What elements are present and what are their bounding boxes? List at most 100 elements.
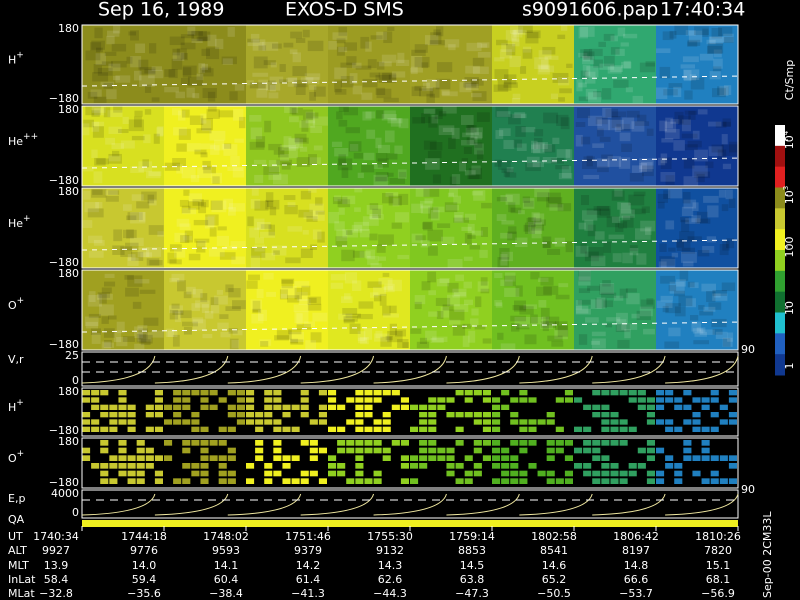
texture	[537, 64, 550, 75]
texture	[201, 304, 209, 313]
texture	[530, 314, 538, 324]
texture	[247, 216, 254, 227]
spectrogram-cell	[318, 447, 327, 454]
spectrogram-cell	[719, 404, 728, 410]
panel-label: E,p	[8, 492, 25, 505]
texture	[168, 69, 178, 79]
texture	[620, 202, 632, 214]
texture	[494, 57, 505, 62]
texture	[277, 147, 289, 158]
spectrogram-cell	[419, 412, 428, 418]
texture	[596, 128, 604, 137]
spectrogram-cell	[227, 426, 236, 432]
texture	[83, 119, 95, 128]
texture	[188, 193, 202, 202]
texture	[621, 61, 632, 69]
spectrogram-cell	[701, 397, 710, 403]
texture	[532, 161, 545, 168]
texture	[464, 233, 472, 245]
texture	[200, 199, 209, 208]
spectrogram-cell	[619, 419, 628, 425]
texture	[194, 149, 207, 155]
texture	[631, 121, 645, 132]
sawtooth-curve	[81, 355, 739, 384]
spectrogram-cell	[118, 440, 127, 446]
texture	[470, 78, 484, 86]
texture	[338, 313, 353, 320]
texture	[415, 188, 430, 197]
texture	[201, 63, 209, 70]
spectrogram-cell	[236, 419, 245, 425]
texture	[104, 273, 115, 279]
texture	[469, 136, 478, 146]
texture	[289, 331, 305, 343]
texture	[216, 235, 229, 246]
texture	[472, 57, 485, 67]
texture	[389, 177, 406, 184]
texture	[340, 75, 354, 88]
spectrogram-cell	[136, 447, 145, 454]
spectrogram-cell	[173, 390, 182, 396]
texture	[427, 150, 442, 159]
texture	[623, 33, 638, 39]
texture	[308, 154, 317, 165]
spectrogram-cell	[118, 455, 127, 461]
texture	[523, 304, 538, 310]
spectrogram-cell	[610, 419, 619, 425]
texture	[273, 174, 288, 185]
spectrogram-cell	[91, 426, 100, 432]
texture	[530, 224, 545, 231]
panel-frame	[81, 187, 739, 269]
texture	[623, 60, 631, 69]
texture	[452, 324, 466, 336]
texture	[303, 321, 315, 328]
texture	[541, 316, 549, 323]
texture	[343, 318, 355, 324]
texture	[462, 132, 474, 138]
texture	[411, 49, 426, 56]
spectrogram-cell	[273, 397, 282, 403]
texture	[656, 300, 673, 309]
texture	[274, 335, 290, 341]
texture	[395, 59, 410, 66]
texture	[636, 253, 647, 265]
texture	[338, 26, 348, 36]
texture	[116, 337, 128, 347]
texture	[92, 189, 103, 195]
texture	[268, 173, 282, 180]
texture	[169, 277, 180, 283]
texture	[295, 137, 309, 144]
texture	[179, 223, 191, 231]
texture	[668, 247, 676, 252]
spectrogram-cell	[127, 412, 136, 418]
texture	[387, 330, 403, 343]
texture	[453, 217, 470, 223]
spectrogram-cell	[464, 478, 473, 484]
texture	[722, 240, 730, 251]
texture	[332, 32, 348, 40]
texture	[210, 145, 220, 155]
texture	[249, 141, 265, 150]
texture	[362, 216, 379, 226]
texture	[268, 224, 276, 236]
texture	[464, 170, 476, 176]
texture	[578, 334, 588, 345]
texture	[429, 141, 443, 151]
texture	[349, 323, 361, 334]
texture	[375, 171, 389, 181]
spectrogram-cell	[400, 478, 409, 484]
y-top-label: 180	[58, 103, 79, 116]
texture	[352, 250, 365, 258]
texture	[294, 281, 310, 288]
texture	[353, 221, 369, 231]
texture	[336, 111, 343, 120]
texture	[695, 218, 711, 224]
texture	[358, 301, 374, 309]
texture	[388, 195, 402, 206]
texture	[717, 86, 729, 96]
texture	[306, 77, 320, 85]
texture	[591, 338, 606, 349]
row-value: 1748:02	[203, 530, 249, 543]
spectrogram-cell	[91, 404, 100, 410]
spectrogram-cell	[100, 470, 109, 477]
